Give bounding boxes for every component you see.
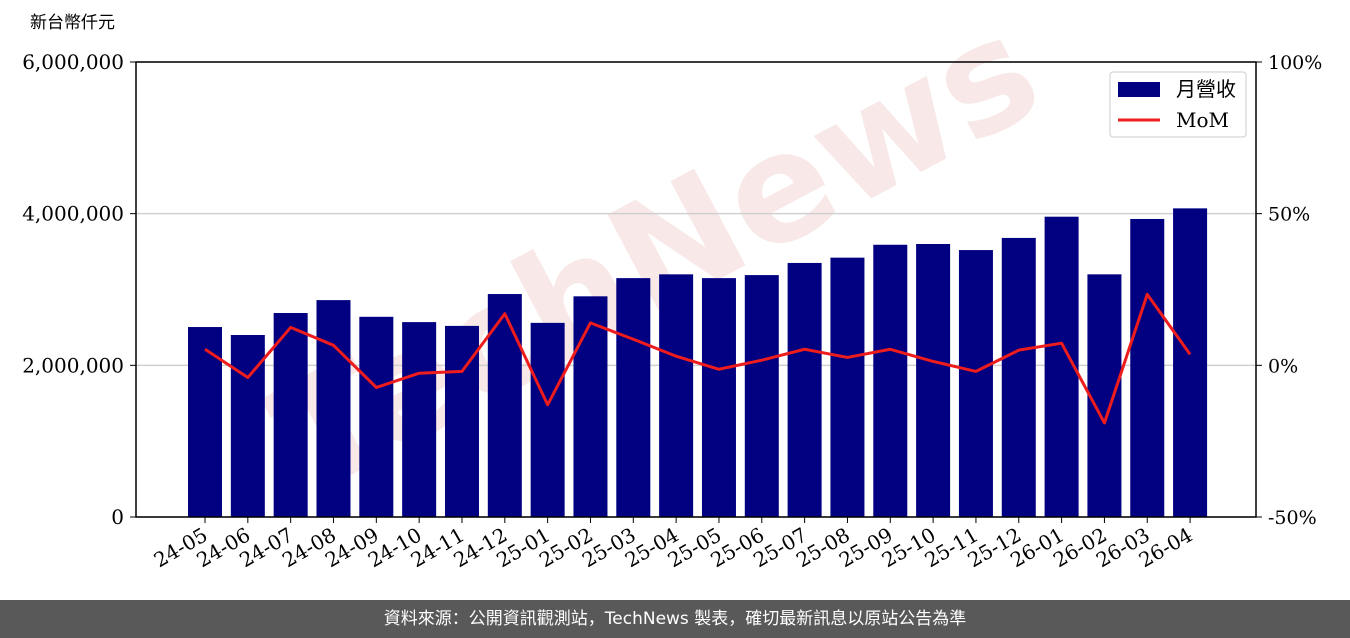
y2-tick-label: 0% [1268,355,1298,377]
bar [744,275,779,517]
bar [359,316,394,517]
bar [573,296,608,517]
bar [316,300,351,517]
legend-label: 月營收 [1176,77,1236,101]
bar [1173,208,1208,517]
bar [1001,237,1036,517]
bar [273,313,308,517]
mom-line [204,292,1192,425]
plot-frame [135,61,1257,518]
y-tick-label: 0 [111,505,124,529]
chart: 新台幣仟元 TechNews 02,000,0004,000,0006,000,… [22,0,1322,572]
bar [616,278,651,517]
bar [1087,274,1122,517]
legend-label: MoM [1176,108,1229,132]
y2-tick-label: 50% [1268,204,1310,226]
bar [188,327,222,517]
y-axis-label: 新台幣仟元 [30,13,115,33]
bar [958,250,993,518]
y-tick-label: 6,000,000 [22,50,124,74]
bar [530,322,565,517]
bar [830,257,865,517]
footer: 資料來源：公開資訊觀測站，TechNews 製表，確切最新訊息以原站公告為準 [0,600,1350,638]
bar [916,244,951,517]
bar [787,262,822,517]
y-tick-label: 4,000,000 [22,202,124,226]
bar [659,274,694,517]
legend-swatch [1118,82,1160,97]
bar [873,244,908,517]
bar [1130,218,1165,517]
bar [701,278,736,517]
y2-tick-label: -50% [1268,507,1317,529]
y-tick-label: 2,000,000 [22,353,124,377]
y2-tick-label: 100% [1268,52,1322,74]
bar [402,322,437,517]
